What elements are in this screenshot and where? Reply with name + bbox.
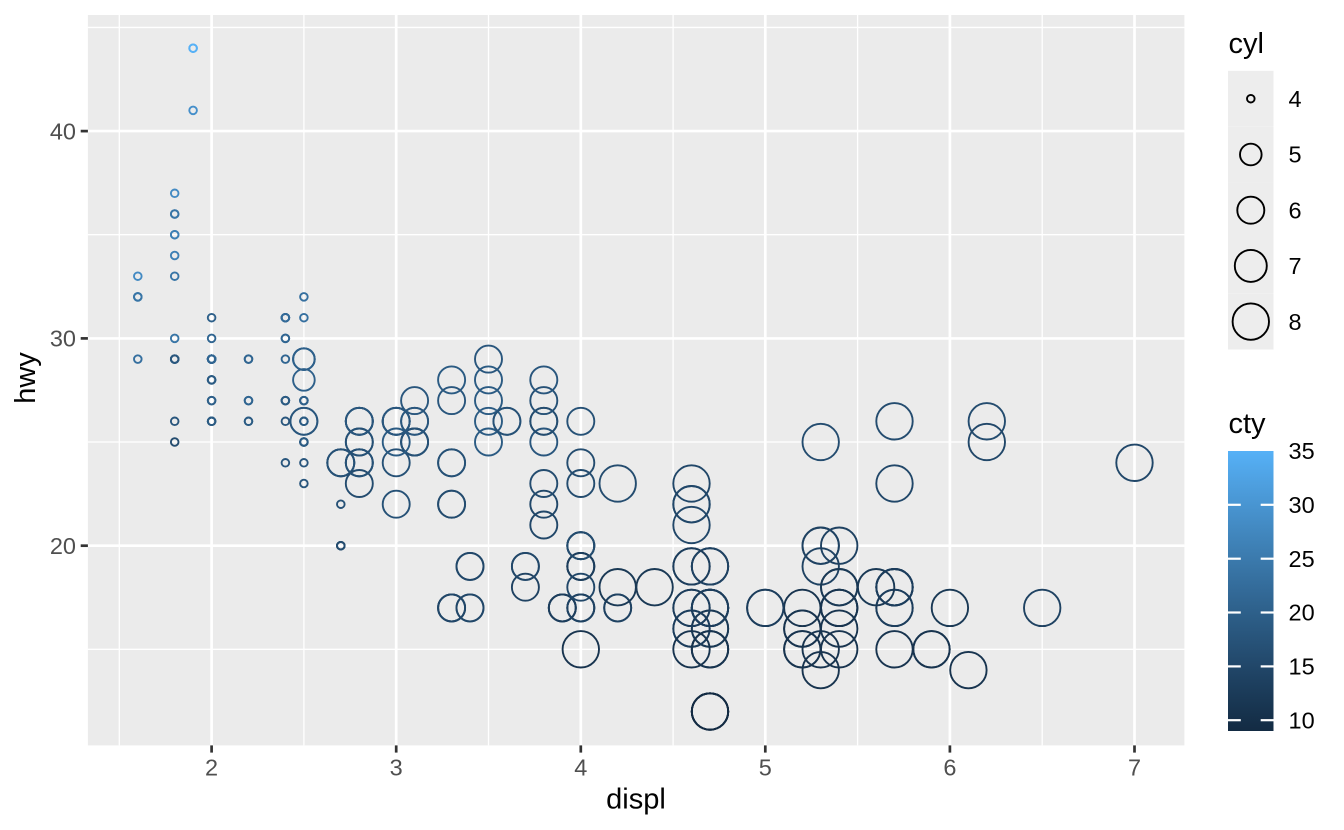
- svg-text:10: 10: [1289, 707, 1315, 733]
- svg-text:hwy: hwy: [10, 352, 42, 404]
- svg-text:5: 5: [1289, 142, 1302, 168]
- svg-text:30: 30: [1289, 492, 1315, 518]
- svg-text:35: 35: [1289, 438, 1315, 464]
- svg-text:20: 20: [50, 533, 76, 559]
- svg-text:5: 5: [759, 755, 772, 781]
- svg-text:3: 3: [390, 755, 403, 781]
- svg-text:6: 6: [943, 755, 956, 781]
- svg-text:4: 4: [574, 755, 587, 781]
- svg-text:7: 7: [1289, 253, 1302, 279]
- svg-text:cyl: cyl: [1229, 28, 1264, 60]
- svg-text:15: 15: [1289, 654, 1315, 680]
- svg-text:40: 40: [50, 118, 76, 144]
- svg-text:4: 4: [1289, 86, 1302, 112]
- svg-text:25: 25: [1289, 546, 1315, 572]
- svg-text:cty: cty: [1229, 408, 1267, 440]
- svg-text:6: 6: [1289, 197, 1302, 223]
- svg-text:displ: displ: [606, 784, 666, 816]
- svg-text:30: 30: [50, 326, 76, 352]
- svg-text:8: 8: [1289, 309, 1302, 335]
- svg-text:20: 20: [1289, 600, 1315, 626]
- svg-text:7: 7: [1128, 755, 1141, 781]
- svg-text:2: 2: [205, 755, 218, 781]
